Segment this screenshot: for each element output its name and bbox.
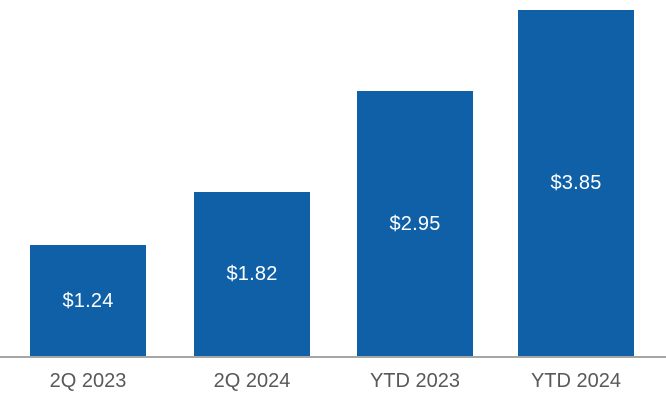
x-axis-tick-label: 2Q 2024 [213,370,291,392]
bar: $3.85 [518,10,634,356]
x-axis-tick-label: YTD 2023 [369,370,461,392]
x-axis-tick-label: 2Q 2023 [49,370,127,392]
x-axis-labels: 2Q 2023 2Q 2024 YTD 2023 YTD 2024 [0,368,666,398]
x-axis-tick-label: YTD 2024 [530,370,622,392]
bar-value-label: $1.82 [226,263,278,285]
bar: $1.24 [30,245,146,356]
bar-value-label: $1.24 [62,289,114,312]
plot-area: $1.24 $1.82 $2.95 $3.85 [30,10,634,356]
bar: $1.82 [194,192,310,356]
x-axis-line [0,356,666,358]
bar: $2.95 [357,91,473,356]
bar-value-label: $2.95 [389,212,441,235]
bar-value-label: $3.85 [550,172,602,194]
